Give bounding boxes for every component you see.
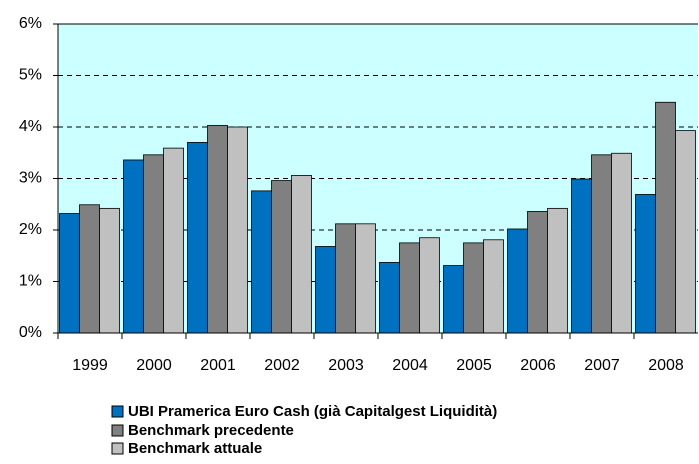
x-tick-label: 2001 bbox=[200, 357, 236, 374]
x-tick-label: 1999 bbox=[72, 357, 108, 374]
legend-swatch bbox=[111, 405, 124, 418]
bar bbox=[227, 126, 248, 334]
x-tick-label: 2003 bbox=[328, 357, 364, 374]
x-tick-label: 2004 bbox=[392, 357, 428, 374]
bar bbox=[527, 211, 548, 334]
bar bbox=[571, 178, 592, 334]
bar bbox=[379, 262, 400, 334]
bar bbox=[547, 207, 568, 334]
legend: UBI Pramerica Euro Cash (già Capitalgest… bbox=[111, 403, 497, 457]
bar bbox=[399, 242, 420, 334]
bar bbox=[59, 213, 80, 334]
bar bbox=[463, 242, 484, 334]
bar bbox=[635, 194, 656, 334]
x-tick-label: 2005 bbox=[456, 357, 492, 374]
bar bbox=[355, 223, 376, 334]
x-tick-label: 2002 bbox=[264, 357, 300, 374]
y-tick-label: 3% bbox=[19, 170, 42, 187]
bar bbox=[143, 154, 164, 334]
y-tick-label: 4% bbox=[19, 118, 42, 135]
bar bbox=[443, 265, 464, 334]
x-tick-label: 2000 bbox=[136, 357, 172, 374]
legend-swatch bbox=[111, 424, 124, 437]
bar bbox=[99, 207, 120, 334]
y-tick-label: 0% bbox=[19, 324, 42, 341]
bar bbox=[335, 223, 356, 334]
bar bbox=[675, 130, 696, 334]
y-tick-label: 1% bbox=[19, 273, 42, 290]
bar bbox=[123, 159, 144, 334]
bar bbox=[207, 125, 228, 334]
bar bbox=[419, 237, 440, 334]
bar bbox=[251, 190, 272, 334]
x-tick-label: 2007 bbox=[584, 357, 620, 374]
bar bbox=[271, 180, 292, 334]
legend-swatch bbox=[111, 442, 124, 455]
legend-label: UBI Pramerica Euro Cash (già Capitalgest… bbox=[128, 403, 497, 420]
bar bbox=[507, 228, 528, 334]
legend-label: Benchmark attuale bbox=[128, 440, 262, 457]
y-tick-label: 2% bbox=[19, 221, 42, 238]
y-tick-label: 5% bbox=[19, 67, 42, 84]
bar bbox=[291, 175, 312, 334]
bar bbox=[655, 101, 676, 334]
bar bbox=[163, 147, 184, 334]
bar bbox=[611, 152, 632, 334]
bar bbox=[187, 142, 208, 334]
bar bbox=[315, 246, 336, 334]
bar bbox=[79, 204, 100, 334]
bar bbox=[483, 239, 504, 334]
y-tick-label: 6% bbox=[19, 15, 42, 32]
legend-label: Benchmark precedente bbox=[128, 422, 294, 439]
x-tick-label: 2008 bbox=[648, 357, 684, 374]
x-tick-label: 2006 bbox=[520, 357, 556, 374]
bar bbox=[591, 154, 612, 334]
